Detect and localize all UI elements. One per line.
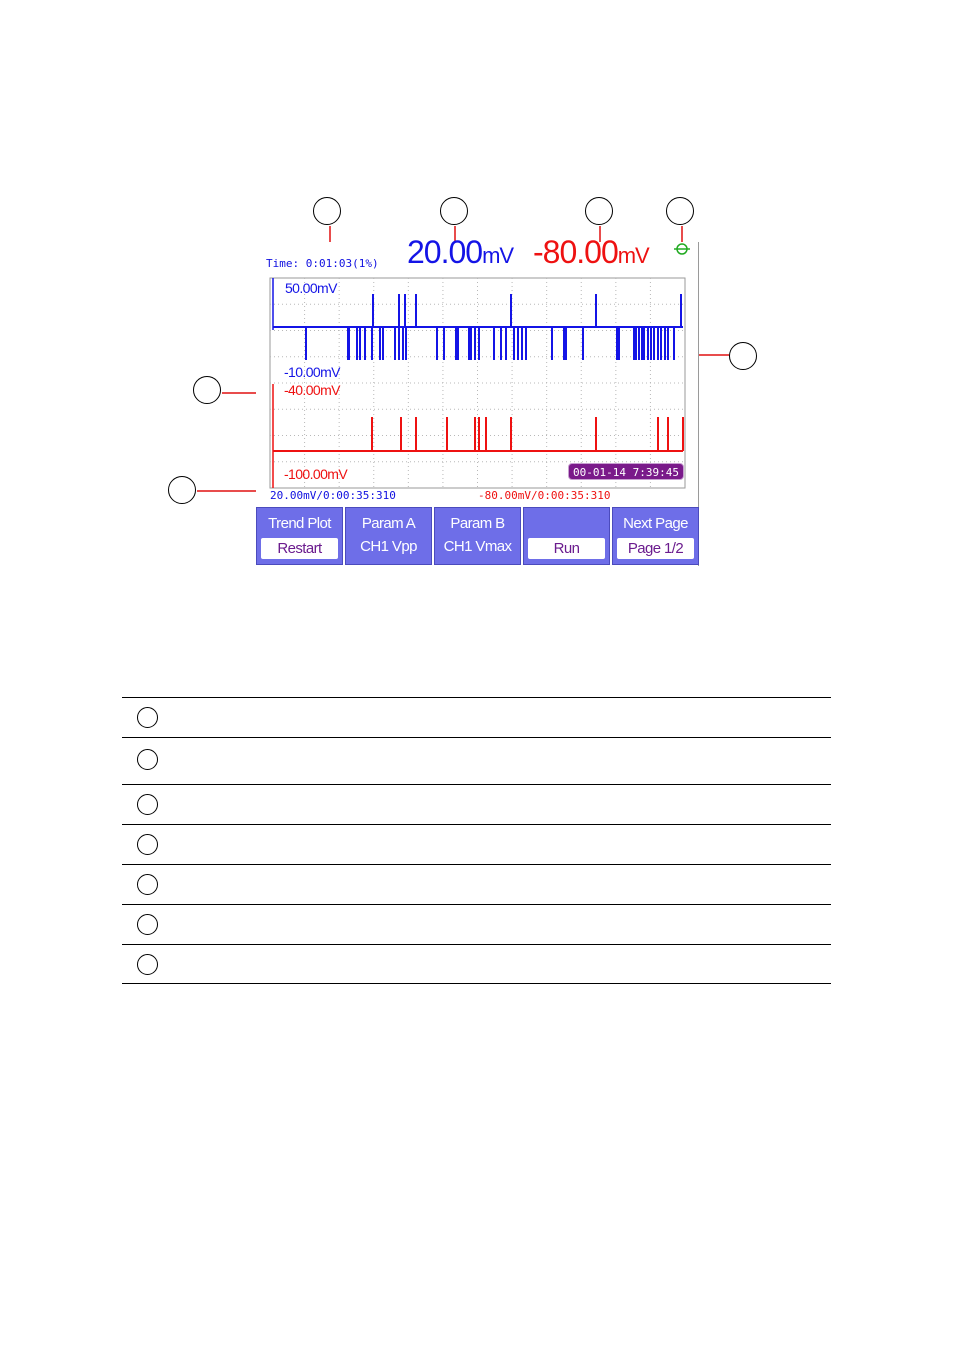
- trigger-icon: [674, 243, 690, 255]
- param-b-unit: mV: [617, 243, 650, 268]
- legend-row: [122, 784, 831, 824]
- legend-row: [122, 824, 831, 864]
- ch2-bottom-label: -100.00mV: [284, 466, 348, 482]
- legend-circle: [137, 707, 158, 728]
- legend-circle: [137, 954, 158, 975]
- legend-row: [122, 737, 831, 784]
- restart-option[interactable]: Restart: [261, 538, 338, 559]
- param-b-button[interactable]: Param B CH1 Vmax: [434, 507, 521, 565]
- param-a-button[interactable]: Param A CH1 Vpp: [345, 507, 432, 565]
- param-b-readout: -80.00mV: [533, 234, 650, 270]
- callout-2: [440, 197, 468, 225]
- channel-a-trace: [273, 294, 683, 360]
- channel-b-trace: [273, 417, 684, 452]
- run-button[interactable]: Run: [523, 507, 610, 565]
- legend-circle: [137, 794, 158, 815]
- ch1-top-label: 50.00mV: [285, 280, 337, 296]
- param-a-label: Param A: [361, 515, 416, 532]
- callout-4: [666, 197, 694, 225]
- param-a-unit: mV: [482, 243, 514, 268]
- trend-plot: [269, 243, 690, 489]
- ch1-bottom-label: -10.00mV: [284, 364, 341, 380]
- footer-param-a: 20.00mV/0:00:35:310: [270, 489, 396, 502]
- legend-circle: [137, 749, 158, 770]
- legend-circle: [137, 914, 158, 935]
- callout-3: [585, 197, 613, 225]
- next-page-button[interactable]: Next Page Page 1/2: [612, 507, 699, 565]
- legend-circle: [137, 834, 158, 855]
- callout-legend-table: [122, 697, 831, 984]
- legend-circle: [137, 874, 158, 895]
- plot-grid: [270, 278, 685, 488]
- trend-plot-label: Trend Plot: [268, 515, 331, 532]
- ch2-top-label: -40.00mV: [284, 382, 341, 398]
- legend-row: [122, 864, 831, 904]
- run-option[interactable]: Run: [528, 538, 605, 559]
- trend-plot-button[interactable]: Trend Plot Restart: [256, 507, 343, 565]
- callout-1: [313, 197, 341, 225]
- legend-row: [122, 944, 831, 984]
- param-b-label: Param B: [450, 515, 505, 532]
- softkey-menu: Trend Plot Restart Param A CH1 Vpp Param…: [256, 507, 699, 565]
- elapsed-time: Time: 0:01:03(1%): [266, 257, 379, 270]
- date-badge: 00-01-14 7:39:45: [568, 463, 684, 480]
- legend-row: [122, 904, 831, 944]
- param-a-option: CH1 Vpp: [360, 538, 417, 555]
- legend-row: [122, 697, 831, 737]
- param-b-option: CH1 Vmax: [443, 538, 512, 555]
- param-a-value: 20.00: [407, 234, 483, 270]
- callout-5: [729, 342, 757, 370]
- param-b-value: -80.00: [533, 234, 619, 270]
- callout-6: [193, 376, 221, 404]
- callout-7: [168, 476, 196, 504]
- page-indicator[interactable]: Page 1/2: [617, 538, 694, 559]
- next-page-label: Next Page: [623, 515, 688, 532]
- param-a-readout: 20.00mV: [407, 234, 514, 270]
- footer-param-b: -80.00mV/0:00:35:310: [478, 489, 611, 502]
